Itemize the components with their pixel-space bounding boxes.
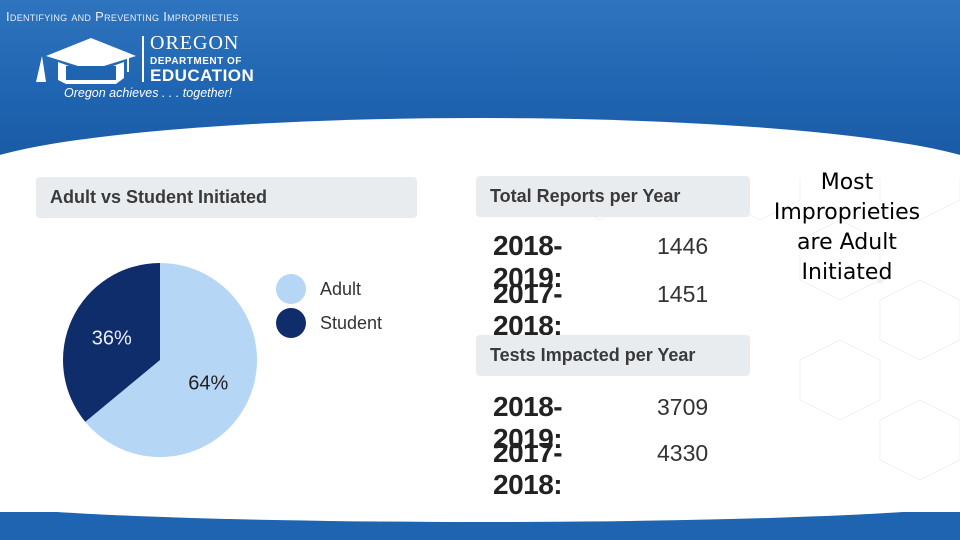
logo-department-text: DEPARTMENT OF xyxy=(150,56,242,67)
legend-label-adult: Adult xyxy=(320,279,362,299)
logo-oregon-text: OREGON xyxy=(150,32,240,54)
tests-value-2017: 4330 xyxy=(657,440,709,466)
graduation-cap-oregon-icon xyxy=(36,38,136,84)
tests-panel-header: Tests Impacted per Year xyxy=(476,335,750,376)
tests-value-2018: 3709 xyxy=(657,394,709,420)
tests-year-2018: 2018-2019: xyxy=(493,391,563,454)
logo-education-text: EDUCATION xyxy=(150,66,255,85)
slide-title: Identifying and Preventing Improprieties xyxy=(6,9,239,24)
legend-swatch-adult xyxy=(276,274,306,304)
oregon-education-logo: OREGON DEPARTMENT OF EDUCATION Oregon ac… xyxy=(36,32,276,104)
legend-label-student: Student xyxy=(320,313,383,333)
pie-label-adult: 64% xyxy=(188,373,228,395)
pie-slice-student xyxy=(63,263,161,422)
reports-panel-header: Total Reports per Year xyxy=(476,176,750,217)
pie-label-student: 36% xyxy=(92,327,132,349)
reports-year-2018: 2018-2019: xyxy=(493,230,563,293)
reports-year-2017: 2017-2018: xyxy=(493,278,563,341)
reports-value-2018: 1446 xyxy=(657,233,709,259)
side-note-text: Most Improprieties are Adult Initiated xyxy=(773,170,921,285)
pie-slice-adult xyxy=(85,263,257,457)
tests-year-2017: 2017-2018: xyxy=(493,437,563,500)
reports-value-2017: 1451 xyxy=(657,281,709,307)
logo-divider xyxy=(142,36,144,82)
logo-tagline: Oregon achieves . . . together! xyxy=(64,86,233,100)
legend-swatch-student xyxy=(276,308,306,338)
adult-student-pie-chart: 64% 36% xyxy=(63,263,257,457)
pie-panel-header: Adult vs Student Initiated xyxy=(36,177,417,218)
